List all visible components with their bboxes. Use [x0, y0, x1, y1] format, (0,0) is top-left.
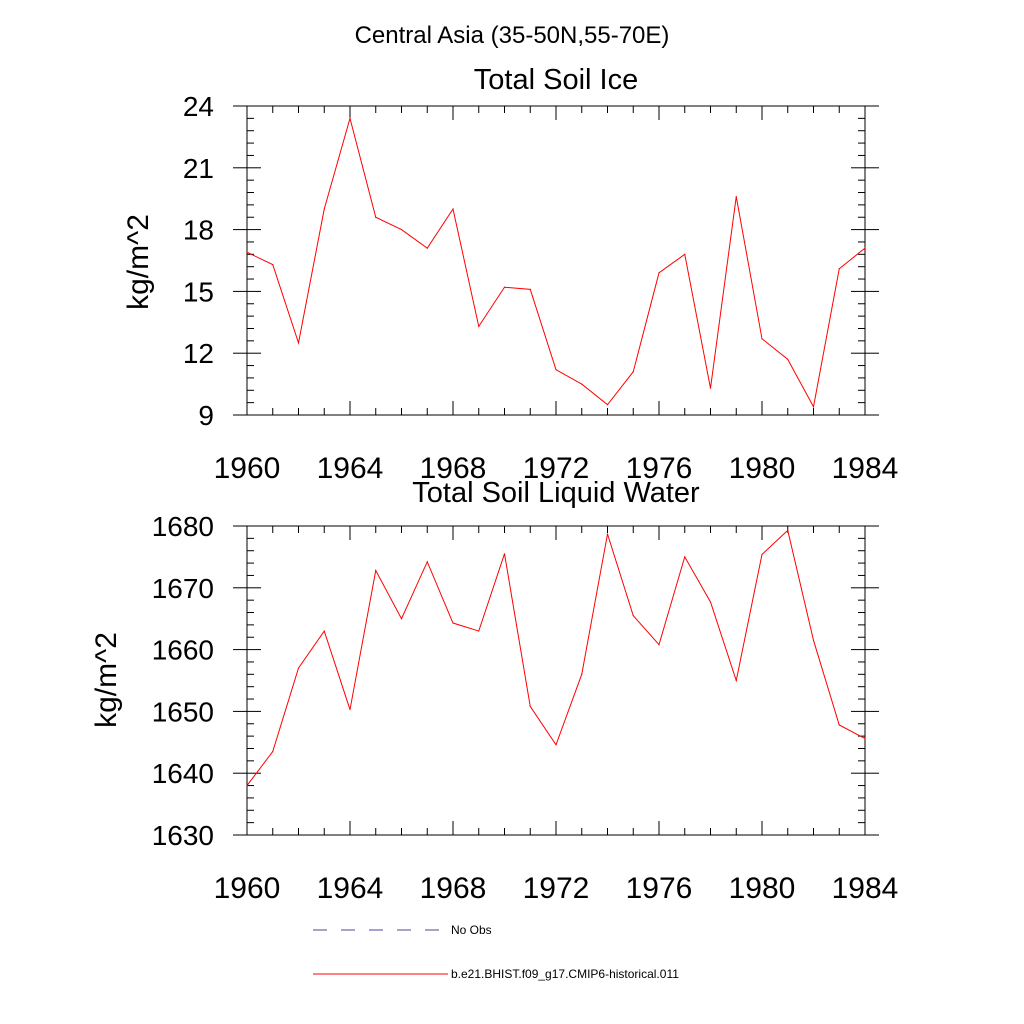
y-tick-label: 1670 [152, 573, 214, 604]
data-point [838, 268, 840, 270]
x-tick-label: 1968 [420, 872, 487, 905]
x-tick-label: 1968 [420, 452, 487, 485]
x-tick-label: 1972 [523, 872, 590, 905]
data-point [529, 288, 531, 290]
panel-total-soil-liquid-water: Total Soil Liquid Water kg/m^2 1960 1964 1… [90, 477, 898, 905]
data-point [632, 615, 634, 617]
data-point [606, 404, 609, 406]
data-point [375, 216, 377, 218]
x-tick-label: 1972 [523, 452, 590, 485]
x-tick-label: 1984 [832, 452, 899, 485]
x-tick-label: 1976 [626, 872, 693, 905]
y-tick-label: 18 [183, 215, 214, 246]
legend-label-no-obs: No Obs [451, 923, 492, 937]
data-point [812, 406, 815, 408]
y-tick-label: 1640 [152, 758, 214, 789]
data-point [426, 561, 428, 563]
data-point [323, 208, 325, 210]
x-tick-label: 1984 [832, 872, 899, 905]
x-tick-label: 1976 [626, 452, 693, 485]
data-point [684, 253, 686, 255]
y-tick-label: 15 [183, 276, 214, 307]
y-tick-label: 1630 [152, 820, 214, 851]
panel-total-soil-ice: Total Soil Ice kg/m^2 1960 1964 1968 1972 19… [122, 64, 898, 485]
data-point [709, 601, 712, 603]
data-point [735, 196, 737, 198]
data-point [787, 358, 789, 360]
data-point [297, 667, 300, 669]
data-point [529, 705, 531, 708]
data-point [787, 529, 789, 531]
data-point [400, 618, 403, 620]
x-tick-label: 1964 [317, 452, 384, 485]
data-point [555, 369, 557, 371]
data-point [838, 724, 840, 726]
y-tick-label: 1660 [152, 635, 214, 666]
data-point [452, 622, 454, 624]
y-tick-label: 9 [198, 400, 214, 431]
data-point [581, 383, 583, 385]
y-tick-label: 1650 [152, 696, 214, 727]
data-point [503, 286, 506, 288]
y-tick-label: 21 [183, 153, 214, 184]
x-tick-label: 1980 [729, 452, 796, 485]
data-point [375, 569, 377, 572]
data-point [452, 208, 454, 210]
data-point [658, 644, 660, 646]
legend-label-model-run: b.e21.BHIST.f09_g17.CMIP6-historical.011 [451, 967, 679, 981]
plot-frame [246, 525, 866, 836]
data-point [761, 338, 763, 340]
y-tick-label: 12 [183, 338, 214, 369]
data-point [400, 229, 403, 231]
data-point [606, 533, 609, 535]
y-tick-label: 24 [183, 91, 214, 122]
data-point [349, 117, 351, 119]
data-point [246, 251, 248, 253]
data-point [426, 247, 428, 249]
legend: No Obs b.e21.BHIST.f09_g17.CMIP6-histori… [313, 923, 679, 981]
y-axis-label: kg/m^2 [122, 214, 155, 310]
data-point [478, 630, 480, 632]
panel-title: Total Soil Liquid Water [412, 477, 700, 509]
series-line [246, 529, 866, 786]
data-point [658, 272, 660, 274]
series-line [246, 116, 866, 409]
x-tick-label: 1964 [317, 872, 384, 905]
data-point [864, 247, 866, 249]
data-point [323, 630, 325, 632]
data-point [297, 342, 300, 344]
data-point [349, 708, 351, 711]
data-point [503, 553, 506, 555]
figure-suptitle: Central Asia (35-50N,55-70E) [355, 22, 670, 49]
data-point [478, 325, 480, 328]
x-tick-label: 1960 [214, 452, 281, 485]
data-point [272, 750, 274, 753]
data-point [246, 784, 248, 787]
data-point [709, 387, 712, 389]
panel-title: Total Soil Ice [474, 64, 638, 96]
data-point [555, 744, 557, 746]
data-point [684, 556, 686, 558]
data-point [632, 371, 634, 373]
y-tick-label: 1680 [152, 511, 214, 542]
data-point [581, 673, 583, 675]
data-point [812, 639, 815, 641]
data-point [272, 264, 274, 266]
x-tick-label: 1960 [214, 872, 281, 905]
data-point [761, 553, 763, 556]
data-point [864, 737, 866, 740]
y-axis-label: kg/m^2 [90, 632, 123, 728]
x-tick-label: 1980 [729, 872, 796, 905]
data-point [735, 679, 737, 682]
